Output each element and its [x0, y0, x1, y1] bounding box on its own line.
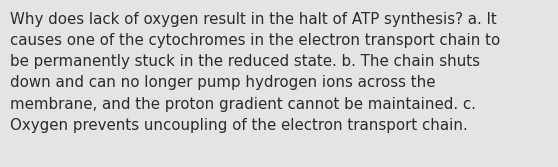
- Text: Why does lack of oxygen result in the halt of ATP synthesis? a. It
causes one of: Why does lack of oxygen result in the ha…: [10, 12, 501, 133]
